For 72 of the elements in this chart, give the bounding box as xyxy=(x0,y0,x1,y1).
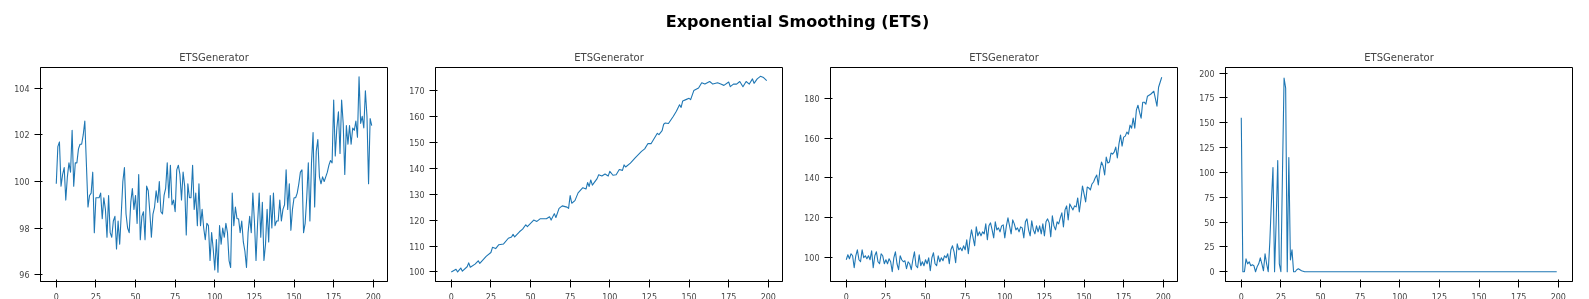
x-tick-label: 100 xyxy=(1392,292,1408,299)
y-tick-label: 120 xyxy=(804,214,820,224)
x-tick-label: 50 xyxy=(130,292,141,299)
x-tick-label: 75 xyxy=(960,292,971,299)
x-tick-label: 75 xyxy=(170,292,181,299)
y-tick-label: 170 xyxy=(409,87,425,97)
line-series xyxy=(450,75,768,273)
x-tick-label: 125 xyxy=(246,292,263,299)
y-tick-label: 100 xyxy=(14,177,30,187)
y-tick-label: 160 xyxy=(804,134,820,144)
y-tick-label: 100 xyxy=(409,268,425,278)
x-tick-label: 100 xyxy=(602,292,618,299)
x-tick-label: 0 xyxy=(53,292,59,299)
x-tick-label: 25 xyxy=(90,292,101,299)
y-tick-label: 96 xyxy=(19,271,30,281)
x-tick-label: 200 xyxy=(365,292,381,299)
y-tick-label: 25 xyxy=(1204,243,1215,253)
line-series xyxy=(845,76,1163,273)
x-tick-label: 150 xyxy=(1471,292,1487,299)
y-tick-label: 150 xyxy=(409,138,425,148)
y-tick-label: 125 xyxy=(1199,144,1215,154)
x-tick-label: 25 xyxy=(1275,292,1286,299)
y-tick-label: 140 xyxy=(409,164,425,174)
y-tick-label: 104 xyxy=(14,84,30,94)
y-tick-label: 0 xyxy=(1209,268,1215,278)
y-tick-label: 100 xyxy=(1199,168,1215,178)
chart-title: ETSGenerator xyxy=(1364,51,1435,63)
y-tick-label: 98 xyxy=(19,224,30,234)
x-tick-label: 0 xyxy=(448,292,454,299)
y-tick-label: 120 xyxy=(409,216,425,226)
chart-title: ETSGenerator xyxy=(574,51,645,63)
x-tick-label: 125 xyxy=(1431,292,1448,299)
y-tick-label: 50 xyxy=(1204,218,1215,228)
y-tick-label: 200 xyxy=(1199,69,1215,79)
x-tick-label: 175 xyxy=(1511,292,1527,299)
y-tick-label: 100 xyxy=(804,254,820,264)
x-tick-label: 150 xyxy=(1076,292,1092,299)
x-tick-label: 125 xyxy=(641,292,658,299)
x-tick-label: 100 xyxy=(997,292,1013,299)
x-tick-label: 200 xyxy=(1550,292,1566,299)
x-tick-label: 200 xyxy=(1155,292,1171,299)
y-tick-label: 130 xyxy=(409,190,425,200)
x-tick-label: 50 xyxy=(525,292,536,299)
x-tick-label: 175 xyxy=(1116,292,1132,299)
x-tick-label: 175 xyxy=(326,292,342,299)
x-tick-label: 25 xyxy=(880,292,891,299)
x-tick-label: 25 xyxy=(485,292,496,299)
y-tick-label: 75 xyxy=(1204,193,1215,203)
x-tick-label: 100 xyxy=(207,292,223,299)
y-tick-label: 140 xyxy=(804,174,820,184)
text: Exponential Smoothing (ETS) xyxy=(665,11,930,33)
x-tick-label: 200 xyxy=(760,292,776,299)
line-series xyxy=(1240,77,1558,273)
x-tick-label: 0 xyxy=(843,292,849,299)
y-tick-label: 110 xyxy=(409,242,425,252)
x-tick-label: 75 xyxy=(565,292,576,299)
chart-title: ETSGenerator xyxy=(969,51,1040,63)
y-tick-label: 180 xyxy=(804,94,820,104)
chart-title: ETSGenerator xyxy=(179,51,250,63)
x-tick-label: 150 xyxy=(286,292,302,299)
y-tick-label: 150 xyxy=(1199,119,1215,129)
x-tick-label: 50 xyxy=(920,292,931,299)
y-tick-label: 160 xyxy=(409,112,425,122)
line-series xyxy=(55,76,373,273)
y-tick-label: 102 xyxy=(14,131,30,141)
x-tick-label: 50 xyxy=(1315,292,1326,299)
x-tick-label: 150 xyxy=(681,292,697,299)
y-tick-label: 175 xyxy=(1199,94,1215,104)
x-tick-label: 125 xyxy=(1036,292,1053,299)
x-tick-label: 75 xyxy=(1355,292,1366,299)
x-tick-label: 175 xyxy=(721,292,737,299)
x-tick-label: 0 xyxy=(1238,292,1244,299)
